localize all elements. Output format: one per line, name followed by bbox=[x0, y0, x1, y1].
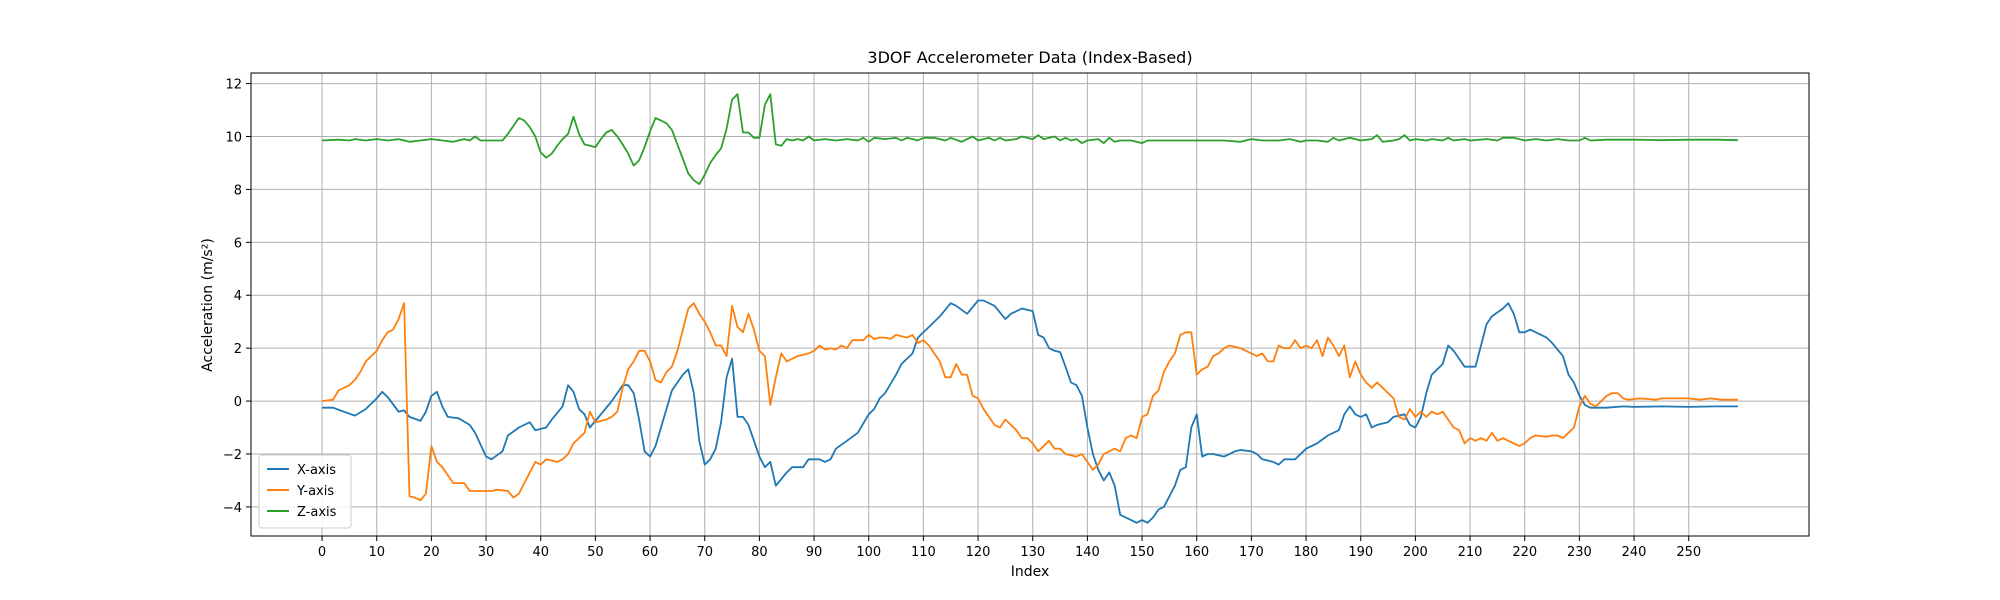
x-tick-label: 50 bbox=[587, 545, 604, 560]
y-axis-series-line bbox=[321, 302, 1738, 502]
chart-title: 3DOF Accelerometer Data (Index-Based) bbox=[867, 48, 1192, 67]
legend-label-z-axis: Z-axis bbox=[297, 505, 337, 520]
x-tick-label: 40 bbox=[532, 545, 549, 560]
x-tick-label: 130 bbox=[1020, 545, 1045, 560]
x-tick-label: 240 bbox=[1622, 545, 1647, 560]
x-tick-label: 70 bbox=[696, 545, 713, 560]
x-axis-series-line bbox=[322, 299, 1738, 524]
x-tick-label: 120 bbox=[966, 545, 991, 560]
x-tick-label: 150 bbox=[1130, 545, 1155, 560]
y-axis-label: Acceleration (m/s²) bbox=[200, 238, 216, 372]
x-tick-label: 160 bbox=[1184, 545, 1209, 560]
x-tick-label: 30 bbox=[478, 545, 495, 560]
y-tick-label: 0 bbox=[234, 395, 242, 410]
x-tick-label: 20 bbox=[423, 545, 440, 560]
x-tick-label: 190 bbox=[1348, 545, 1373, 560]
x-tick-label: 250 bbox=[1676, 545, 1701, 560]
y-tick-label: 4 bbox=[234, 289, 242, 304]
x-tick-label: 140 bbox=[1075, 545, 1100, 560]
y-tick-label: 10 bbox=[225, 130, 242, 145]
y-tick-label: −2 bbox=[223, 448, 242, 463]
x-tick-label: 110 bbox=[911, 545, 936, 560]
x-tick-label: 0 bbox=[318, 545, 326, 560]
legend-label-y-axis: Y-axis bbox=[296, 484, 334, 499]
x-tick-label: 180 bbox=[1294, 545, 1319, 560]
x-tick-label: 10 bbox=[368, 545, 385, 560]
x-tick-label: 220 bbox=[1512, 545, 1537, 560]
z-axis-series-line bbox=[322, 93, 1738, 185]
series-layer bbox=[321, 93, 1738, 524]
x-tick-label: 90 bbox=[806, 545, 823, 560]
x-tick-label: 170 bbox=[1239, 545, 1264, 560]
x-axis-label: Index bbox=[1011, 564, 1050, 580]
x-tick-label: 100 bbox=[856, 545, 881, 560]
x-tick-label: 60 bbox=[642, 545, 659, 560]
legend: X-axis Y-axis Z-axis bbox=[258, 454, 352, 529]
grid-layer bbox=[251, 73, 1809, 536]
tick-layer: 0 10 20 30 40 50 60 70 80 90 100 110 120 130 140 150 160… bbox=[223, 78, 1701, 560]
x-tick-label: 80 bbox=[751, 545, 768, 560]
y-tick-label: −4 bbox=[223, 501, 242, 516]
x-tick-label: 210 bbox=[1458, 545, 1483, 560]
y-tick-label: 2 bbox=[234, 342, 242, 357]
y-tick-label: 6 bbox=[234, 236, 242, 251]
y-tick-label: 12 bbox=[225, 78, 242, 93]
legend-label-x-axis: X-axis bbox=[297, 463, 336, 478]
legend-box bbox=[258, 454, 352, 529]
plot-frame bbox=[250, 72, 1810, 537]
x-tick-label: 230 bbox=[1567, 545, 1592, 560]
x-tick-label: 200 bbox=[1403, 545, 1428, 560]
y-tick-label: 8 bbox=[234, 183, 242, 198]
